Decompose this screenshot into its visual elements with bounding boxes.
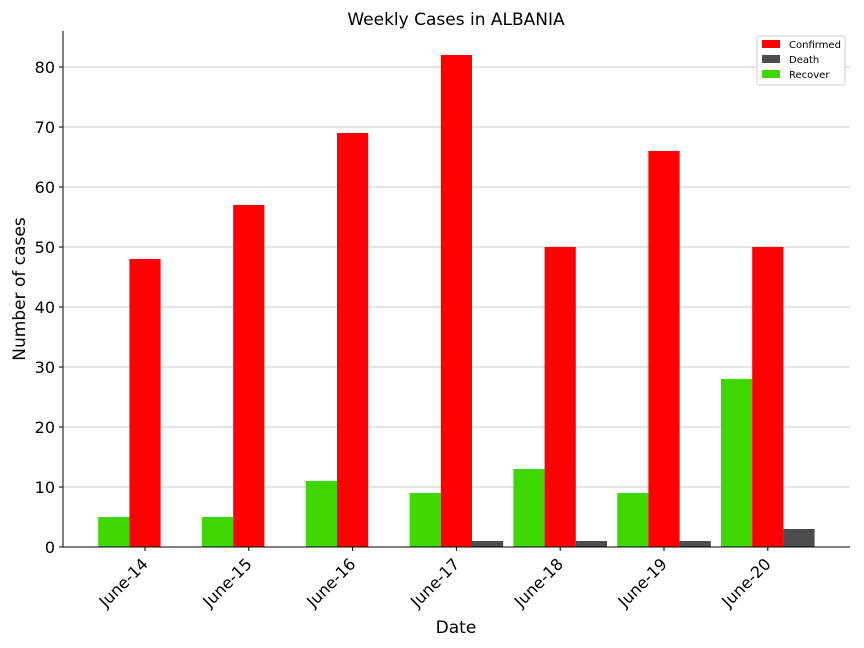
bar-confirmed-june-20 (752, 247, 784, 547)
bar-recover-june-17 (409, 493, 441, 547)
y-tick-label: 30 (35, 358, 55, 377)
y-tick-label: 60 (35, 178, 55, 197)
y-axis-label: Number of cases (10, 217, 30, 361)
bar-recover-june-19 (617, 493, 649, 547)
x-tick-label: June-18 (510, 554, 567, 611)
x-tick-label: June-14 (95, 554, 152, 611)
y-tick-label: 10 (35, 478, 55, 497)
bar-death-june-17 (472, 541, 504, 547)
y-tick-label: 70 (35, 118, 55, 137)
y-tick-label: 0 (45, 538, 55, 557)
legend-swatch-confirmed (762, 40, 780, 48)
bar-recover-june-20 (721, 379, 753, 547)
bar-confirmed-june-18 (544, 247, 576, 547)
bar-confirmed-june-14 (129, 259, 161, 547)
x-tick-label: June-15 (198, 554, 255, 611)
chart-title: Weekly Cases in ALBANIA (347, 10, 565, 30)
y-tick-label: 80 (35, 58, 55, 77)
legend-label-death: Death (789, 55, 819, 66)
bar-confirmed-june-15 (233, 205, 265, 547)
legend-label-confirmed: Confirmed (789, 40, 841, 51)
x-tick-label: June-16 (302, 554, 359, 611)
x-axis-label: Date (436, 618, 477, 638)
bar-confirmed-june-17 (440, 55, 472, 547)
y-ticks: 0 10 20 30 40 50 60 70 80 (35, 58, 63, 557)
bar-recover-june-18 (513, 469, 545, 547)
bar-death-june-18 (575, 541, 607, 547)
y-tick-label: 40 (35, 298, 55, 317)
x-tick-label: June-19 (614, 554, 671, 611)
bar-confirmed-june-19 (648, 151, 680, 547)
legend: Confirmed Death Recover (756, 35, 846, 86)
bar-recover-june-16 (305, 481, 337, 547)
legend-swatch-recover (762, 70, 780, 78)
bar-recover-june-14 (98, 517, 130, 547)
bar-confirmed-june-16 (337, 133, 369, 547)
legend-swatch-death (762, 55, 780, 63)
x-tick-label: June-17 (406, 554, 463, 611)
bar-death-june-19 (679, 541, 711, 547)
y-tick-label: 20 (35, 418, 55, 437)
x-ticks: June-14 June-15 June-16 June-17 June-18 June-… (95, 547, 775, 612)
x-tick-label: June-20 (717, 554, 774, 611)
bar-death-june-20 (783, 529, 815, 547)
legend-label-recover: Recover (789, 70, 830, 81)
bar-recover-june-15 (202, 517, 234, 547)
bars (98, 55, 815, 547)
y-tick-label: 50 (35, 238, 55, 257)
